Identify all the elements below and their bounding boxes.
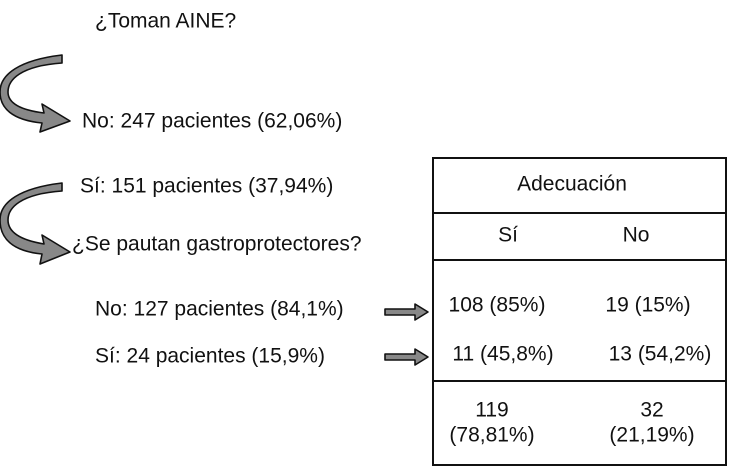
question: ¿Toman AINE? [95, 10, 236, 33]
curved-arrow [0, 54, 71, 133]
table-cell: 11 (45,8%) [452, 343, 553, 366]
answer: Sí: 24 pacientes (15,9%) [95, 345, 325, 368]
column-header: No [623, 224, 650, 247]
table-cell: (21,19%) [609, 424, 694, 447]
table-cell: 119 [475, 399, 508, 422]
question: ¿Se pautan gastroprotectores? [72, 233, 362, 256]
table-cell: 32 [640, 399, 663, 422]
arrow [384, 303, 429, 321]
answer: Sí: 151 pacientes (37,94%) [80, 175, 333, 198]
table-cell: 19 (15%) [605, 294, 690, 317]
column-header: Sí [498, 224, 518, 247]
table-cell: 108 (85%) [449, 294, 546, 317]
curved-arrow [0, 182, 71, 265]
answer: No: 247 pacientes (62,06%) [82, 110, 342, 133]
arrow [384, 348, 429, 366]
table-title: Adecuación [517, 173, 627, 196]
answer: No: 127 pacientes (84,1%) [95, 298, 344, 321]
table-cell: (78,81%) [449, 424, 534, 447]
table-border [432, 157, 727, 466]
table-cell: 13 (54,2%) [609, 343, 712, 366]
